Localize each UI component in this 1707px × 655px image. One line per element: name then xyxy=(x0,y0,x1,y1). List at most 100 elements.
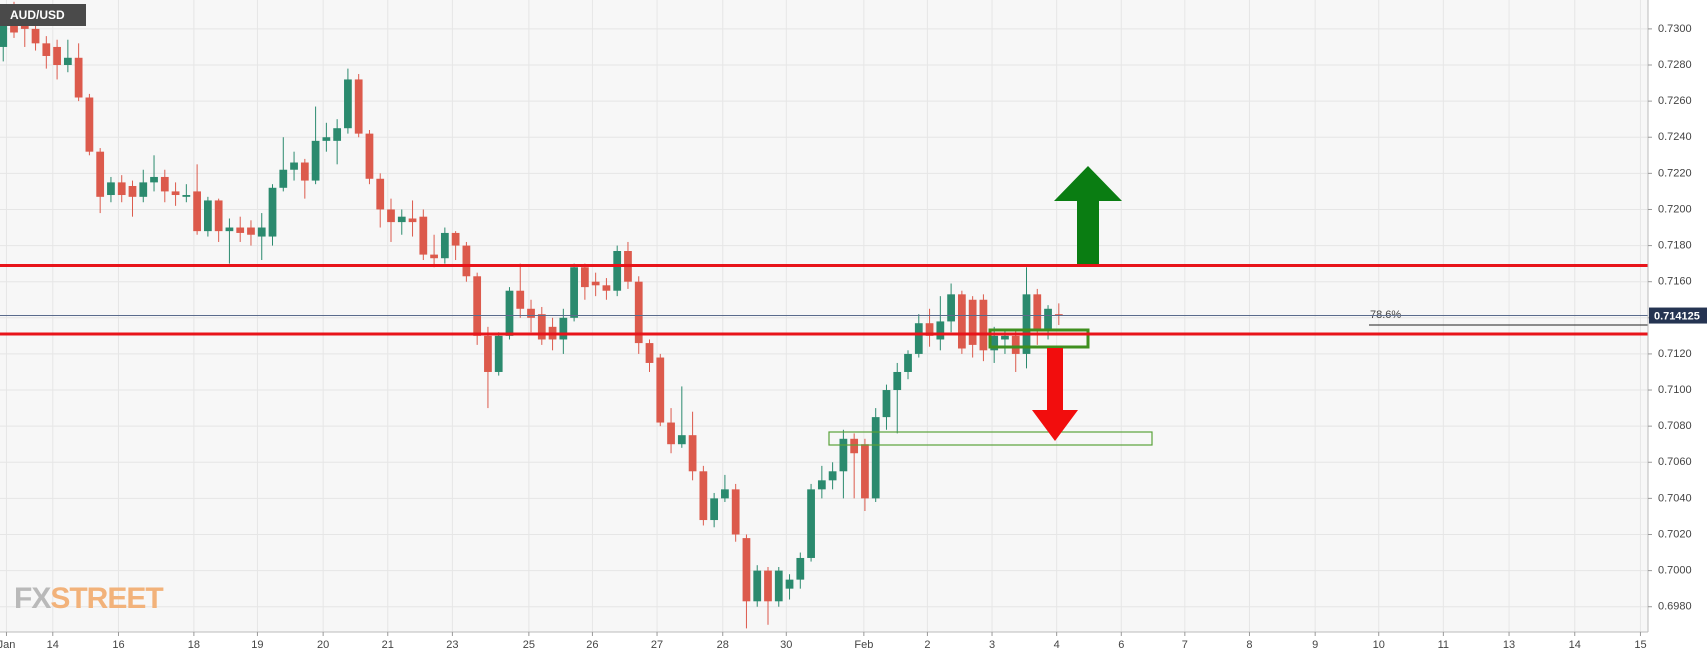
candle-body xyxy=(914,323,923,354)
candle-body xyxy=(462,245,471,277)
candle-body xyxy=(839,438,848,472)
candle-body xyxy=(505,290,514,336)
candle-body xyxy=(602,285,611,291)
candle-body xyxy=(397,216,406,223)
y-tick-label: 0.7040 xyxy=(1658,492,1692,504)
x-tick-label: 16 xyxy=(112,639,124,651)
candle-body xyxy=(430,254,438,259)
candle-body xyxy=(764,570,772,602)
candle-body xyxy=(634,281,643,344)
y-tick-label: 0.7100 xyxy=(1658,384,1692,396)
candle-body xyxy=(656,357,665,423)
fib-label: 78.6% xyxy=(1370,309,1401,321)
down-arrow xyxy=(1032,348,1078,441)
x-tick-label: 7 xyxy=(1182,639,1188,651)
candle-body xyxy=(871,417,880,499)
candle-body xyxy=(247,227,255,235)
candle-body xyxy=(42,43,51,56)
last-price-label: 0.714125 xyxy=(1654,310,1700,322)
candle-body xyxy=(753,570,762,602)
candle-body xyxy=(408,218,417,223)
candle-body xyxy=(742,538,751,602)
candle-body xyxy=(473,276,482,336)
candle-body xyxy=(365,133,374,179)
x-tick-label: 2 xyxy=(924,639,930,651)
x-tick-label: 26 xyxy=(586,639,598,651)
candle-body xyxy=(440,232,449,259)
chart-title: AUD/USD xyxy=(10,8,65,22)
candle-body xyxy=(225,227,234,232)
candle-body xyxy=(96,151,105,197)
x-tick-label: 18 xyxy=(188,639,200,651)
candle-body xyxy=(182,195,191,197)
candle-body xyxy=(0,25,8,47)
candle-body xyxy=(10,25,18,33)
candle-body xyxy=(31,28,40,44)
x-tick-label: 30 xyxy=(780,639,792,651)
candle-body xyxy=(893,371,902,391)
x-tick-label: 27 xyxy=(651,639,663,651)
x-tick-label: 21 xyxy=(382,639,394,651)
candle-body xyxy=(257,227,266,237)
x-tick-label: 8 xyxy=(1246,639,1252,651)
candle-body xyxy=(570,267,578,318)
candle-body xyxy=(731,489,740,535)
candle-body xyxy=(171,191,180,196)
logo: FXSTREET xyxy=(14,582,163,615)
candle-body xyxy=(828,471,837,481)
y-tick-label: 0.7300 xyxy=(1658,23,1692,35)
y-tick-label: 0.7280 xyxy=(1658,59,1692,71)
overlays: 78.6% xyxy=(0,263,1648,336)
y-tick-label: 0.7160 xyxy=(1658,276,1692,288)
candle-body xyxy=(667,422,675,445)
logo-street: STREET xyxy=(50,582,163,615)
candle-body xyxy=(204,200,212,232)
candle-body xyxy=(527,308,535,318)
candle-body xyxy=(53,46,61,66)
candle-body xyxy=(344,79,352,129)
candle-body xyxy=(559,317,568,340)
last-price-box xyxy=(1649,307,1707,324)
y-tick-label: 0.7220 xyxy=(1658,167,1692,179)
y-tick-label: 0.7260 xyxy=(1658,95,1692,107)
candle-body xyxy=(721,489,729,499)
x-tick-label: 3 xyxy=(989,639,995,651)
candle-body xyxy=(774,570,783,602)
y-tick-label: 0.7240 xyxy=(1658,131,1692,143)
candle-body xyxy=(1044,308,1052,331)
candle-body xyxy=(699,471,708,521)
candle-body xyxy=(925,323,934,336)
candle-body xyxy=(451,232,460,246)
candle-body xyxy=(785,579,794,589)
candle-body xyxy=(494,335,503,372)
candle-body xyxy=(128,185,137,197)
y-tick-label: 0.7060 xyxy=(1658,456,1692,468)
candle-body xyxy=(882,390,891,418)
x-tick-label: 10 xyxy=(1373,639,1385,651)
candle-body xyxy=(150,176,158,183)
candle-body xyxy=(936,321,945,340)
candle-body xyxy=(817,480,826,490)
zone-box xyxy=(828,431,1153,446)
candle-body xyxy=(968,299,977,345)
x-tick-label: 19 xyxy=(251,639,263,651)
candle-body xyxy=(214,200,223,232)
candle-body xyxy=(279,169,288,188)
candle-body xyxy=(63,57,72,66)
candle-body xyxy=(333,128,342,141)
candle-body xyxy=(107,182,115,196)
candle-body xyxy=(516,290,525,309)
candle-body xyxy=(807,489,815,558)
candle-body xyxy=(710,498,719,521)
candle-body xyxy=(300,162,309,181)
y-tick-label: 0.7000 xyxy=(1658,565,1692,577)
logo-fx: FX xyxy=(14,582,51,615)
x-tick-label: Feb xyxy=(854,639,873,651)
x-tick-label: 28 xyxy=(717,639,729,651)
candle-body xyxy=(645,343,654,363)
candle-body xyxy=(268,187,277,237)
x-tick-label: 4 xyxy=(1054,639,1060,651)
candle-body xyxy=(850,438,859,454)
y-tick-label: 0.7180 xyxy=(1658,239,1692,251)
